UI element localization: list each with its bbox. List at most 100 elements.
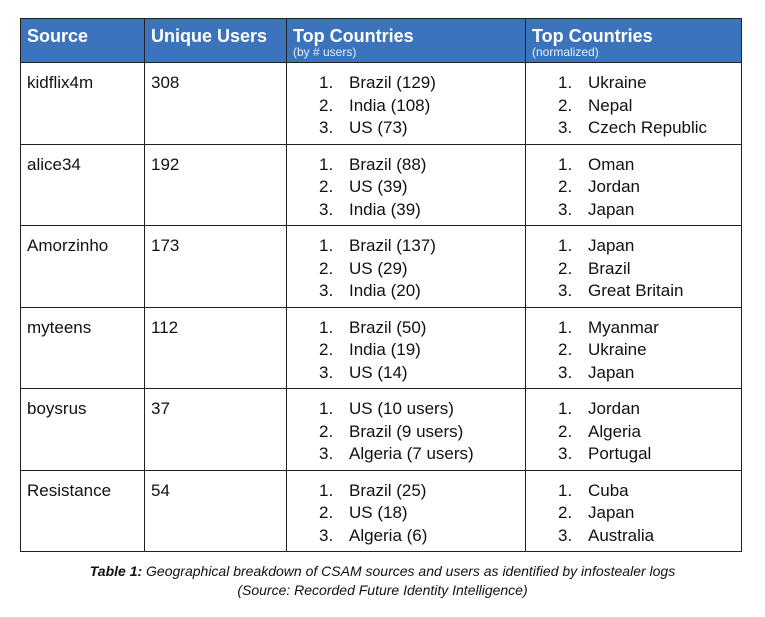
country-list: 1. Brazil (129) 2. India (108) 3. US (73) [319,72,519,140]
country-list-item: 3. Czech Republic [558,117,735,140]
cell-source: Resistance [20,469,145,552]
country-name: Cuba [588,480,629,500]
cell-unique-users: 37 [144,388,287,471]
header-top-countries-normalized-label: Top Countries [532,26,653,46]
list-number: 2. [558,177,573,196]
list-number: 3. [558,281,573,300]
country-name: Czech Republic [588,118,708,137]
caption-source: (Source: Recorded Future Identity Intell… [237,582,528,598]
country-name: US (29) [349,258,408,278]
header-top-countries-sublabel: (by # users) [293,45,357,59]
country-name: Brazil (129) [349,73,436,92]
list-number: 1. [558,154,573,174]
list-number: 2. [558,258,573,278]
country-list-item: 1. Brazil (88) [319,154,519,177]
country-name: Japan [588,199,635,219]
cell-unique-users: 54 [144,469,287,552]
country-name: India (19) [349,340,421,359]
country-list-item: 1. Ukraine [558,72,735,95]
header-top-countries-label: Top Countries [293,26,414,46]
country-name: Great Britain [588,281,684,300]
table-body: kidflix4m 308 1. Brazil (129) 2. India (108) 3… [20,62,742,552]
country-list: 1. Ukraine 2. Nepal 3. Czech Republic [558,72,735,140]
country-list: 1. Japan 2. Brazil 3. Great Britain [558,235,735,303]
caption-line: Table 1: Geographical breakdown of CSAM … [0,562,765,581]
country-list-item: 1. Brazil (25) [319,480,519,503]
cell-top-countries-by-users: 1. Brazil (50) 2. India (19) 3. US (14) [286,306,526,389]
cell-source: kidflix4m [20,62,145,145]
country-name: Portugal [588,444,652,463]
list-number: 1. [558,399,573,418]
list-number: 3. [558,362,573,382]
cell-source: boysrus [20,388,145,471]
country-list-item: 3. Japan [558,362,735,385]
country-name: Algeria (7 users) [349,444,474,463]
country-name: Jordan [588,399,640,418]
header-top-countries-by-users: Top Countries (by # users) [286,18,526,63]
country-list-item: 3. India (20) [319,280,519,303]
country-list: 1. Brazil (88) 2. US (39) 3. India (39) [319,154,519,222]
cell-top-countries-by-users: 1. Brazil (129) 2. India (108) 3. US (73) [286,62,526,145]
country-list-item: 2. Brazil [558,258,735,281]
country-list-item: 3. Great Britain [558,280,735,303]
table-row: Resistance 54 1. Brazil (25) 2. US (18) 3. Alge… [20,469,742,552]
cell-top-countries-normalized: 1. Oman 2. Jordan 3. Japan [525,143,742,226]
list-number: 1. [558,73,573,92]
country-list: 1. Cuba 2. Japan 3. Australia [558,480,735,548]
country-name: Myanmar [588,317,659,337]
table-row: alice34 192 1. Brazil (88) 2. US (39) 3. India … [20,143,742,226]
country-name: Ukraine [588,340,647,359]
country-list-item: 2. India (19) [319,339,519,362]
country-list: 1. US (10 users) 2. Brazil (9 users) 3. Alger… [319,398,519,466]
country-list-item: 2. US (39) [319,176,519,199]
header-top-countries-normalized-sublabel: (normalized) [532,45,599,59]
country-list: 1. Jordan 2. Algeria 3. Portugal [558,398,735,466]
list-number: 2. [558,421,573,441]
country-name: US (73) [349,118,408,137]
cell-unique-users: 192 [144,143,287,226]
country-name: Japan [588,503,635,522]
cell-top-countries-normalized: 1. Ukraine 2. Nepal 3. Czech Republic [525,62,742,145]
list-number: 1. [319,154,334,174]
country-name: Ukraine [588,73,647,92]
country-list: 1. Oman 2. Jordan 3. Japan [558,154,735,222]
country-name: Algeria [588,421,641,441]
country-list-item: 1. Brazil (50) [319,317,519,340]
list-number: 2. [319,340,334,359]
cell-top-countries-by-users: 1. Brazil (137) 2. US (29) 3. India (20) [286,225,526,308]
country-name: Oman [588,154,635,174]
header-unique-users-label: Unique Users [151,26,268,46]
cell-top-countries-by-users: 1. US (10 users) 2. Brazil (9 users) 3. Alger… [286,388,526,471]
cell-top-countries-normalized: 1. Japan 2. Brazil 3. Great Britain [525,225,742,308]
country-list-item: 2. Jordan [558,176,735,199]
list-number: 1. [319,399,334,418]
list-number: 2. [319,421,334,441]
country-name: India (108) [349,95,431,115]
caption-label: Table 1: [89,563,143,579]
country-list-item: 2. Brazil (9 users) [319,421,519,444]
cell-top-countries-normalized: 1. Cuba 2. Japan 3. Australia [525,469,742,552]
list-number: 1. [558,236,573,255]
country-name: Nepal [588,95,633,115]
table-row: kidflix4m 308 1. Brazil (129) 2. India (108) 3… [20,62,742,145]
list-number: 3. [319,525,334,545]
country-name: US (39) [349,177,408,196]
country-list-item: 1. Brazil (137) [319,235,519,258]
country-list-item: 1. Myanmar [558,317,735,340]
country-name: Algeria (6) [349,525,428,545]
country-list-item: 2. Nepal [558,95,735,118]
country-name: Brazil (50) [349,317,427,337]
list-number: 1. [558,480,573,500]
country-list-item: 2. US (29) [319,258,519,281]
list-number: 1. [319,73,334,92]
cell-source: Amorzinho [20,225,145,308]
country-name: US (14) [349,362,408,382]
country-name: Brazil (137) [349,236,436,255]
list-number: 2. [319,95,334,115]
table-row: boysrus 37 1. US (10 users) 2. Brazil (9 user… [20,388,742,471]
country-list: 1. Brazil (50) 2. India (19) 3. US (14) [319,317,519,385]
country-list-item: 3. India (39) [319,199,519,222]
list-number: 1. [319,480,334,500]
country-name: Brazil (88) [349,154,427,174]
country-list-item: 3. US (73) [319,117,519,140]
